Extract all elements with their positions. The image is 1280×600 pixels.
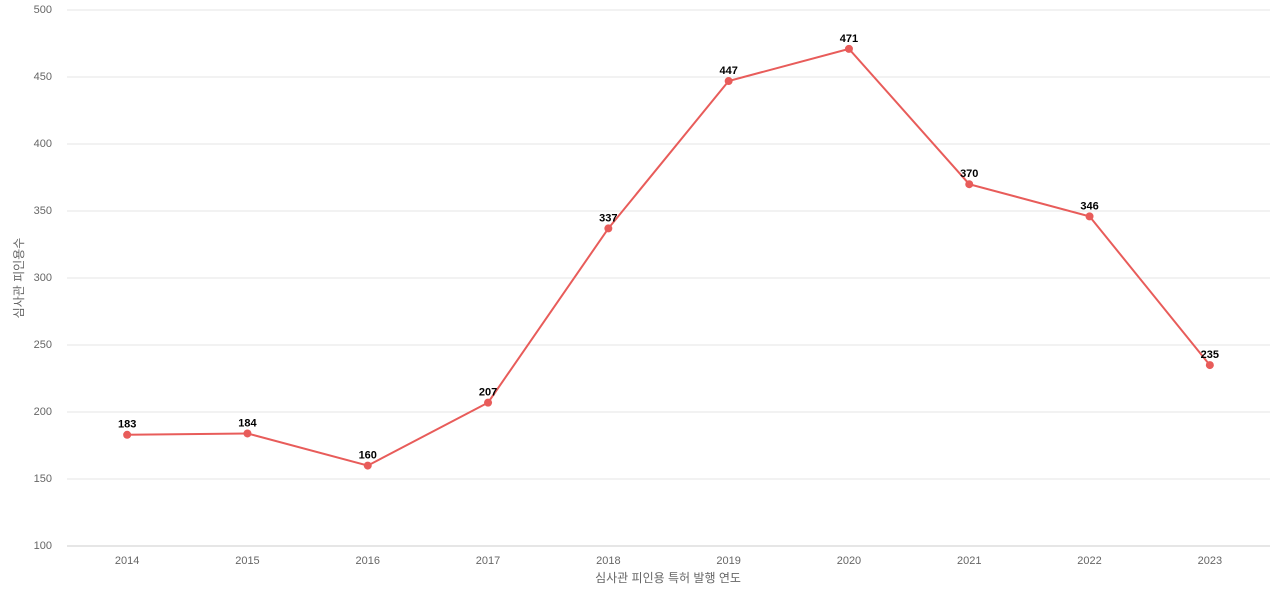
x-tick-label: 2017 <box>476 555 500 567</box>
value-label: 207 <box>479 387 497 399</box>
x-tick-label: 2016 <box>356 555 380 567</box>
x-tick-label: 2020 <box>837 555 861 567</box>
y-axis-label: 심사관 피인용수 <box>12 238 26 319</box>
x-tick-label: 2019 <box>716 555 740 567</box>
x-tick-label: 2015 <box>235 555 259 567</box>
y-tick-label: 500 <box>34 4 52 16</box>
x-tick-label: 2021 <box>957 555 981 567</box>
x-tick-label: 2022 <box>1077 555 1101 567</box>
y-tick-label: 350 <box>34 205 52 217</box>
value-label: 183 <box>118 419 136 431</box>
y-tick-label: 400 <box>34 138 52 150</box>
value-label: 184 <box>238 417 257 429</box>
line <box>127 47 1211 467</box>
x-tick-label: 2023 <box>1198 555 1222 567</box>
y-tick-label: 450 <box>34 71 52 83</box>
value-label: 370 <box>960 168 978 180</box>
point <box>1205 361 1214 370</box>
y-tick-label: 200 <box>34 406 52 418</box>
y-tick-label: 100 <box>34 540 52 552</box>
value-label: 471 <box>840 33 858 45</box>
point <box>965 180 974 189</box>
x-tick-label: 2014 <box>115 555 139 567</box>
value-label: 160 <box>359 450 377 462</box>
point <box>484 398 493 407</box>
point <box>363 461 372 470</box>
x-tick-label: 2018 <box>596 555 620 567</box>
x-axis-label: 심사관 피인용 특허 발행 연도 <box>595 570 741 585</box>
point <box>604 224 613 233</box>
y-tick-label: 250 <box>34 339 52 351</box>
y-tick-label: 150 <box>34 473 52 485</box>
point <box>243 429 252 438</box>
value-label: 337 <box>599 212 617 224</box>
point <box>844 44 853 53</box>
point <box>123 430 132 439</box>
point <box>1085 212 1094 221</box>
y-tick-label: 300 <box>34 272 52 284</box>
value-label: 346 <box>1080 200 1098 212</box>
value-label: 447 <box>719 65 737 77</box>
point <box>724 77 733 86</box>
value-label: 235 <box>1201 349 1219 361</box>
